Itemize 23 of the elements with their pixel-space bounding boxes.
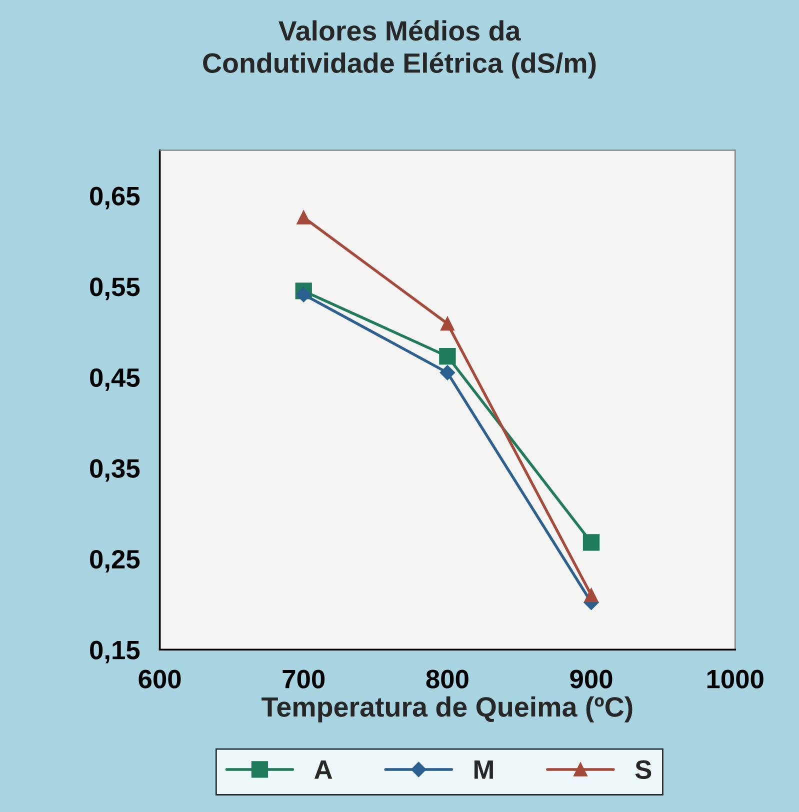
x-tick-label: 600 — [138, 670, 181, 688]
x-axis-title: Temperatura de Queima (ºC) — [262, 696, 632, 722]
point — [584, 588, 598, 602]
chart-title: Valores Médios da Condutividade Elétrica (dS/m) — [203, 20, 596, 78]
y-tick-label: 0,55 — [90, 278, 140, 300]
y-tick-label: 0,15 — [90, 640, 140, 664]
y-tick-label: 0,25 — [90, 550, 140, 572]
point — [439, 348, 456, 365]
y-tick-label: 0,65 — [90, 186, 140, 210]
legend-label: S — [635, 760, 652, 779]
y-tick-label: 0,35 — [90, 459, 140, 482]
legend-label: M — [474, 760, 493, 779]
point — [582, 534, 600, 551]
point — [296, 287, 312, 302]
x-tick-label: 800 — [426, 670, 468, 688]
point — [296, 210, 311, 224]
point — [440, 365, 456, 380]
point — [440, 316, 454, 331]
y-tick-label: 0,45 — [90, 368, 140, 391]
legend-label: A — [314, 760, 332, 779]
x-tick-label: 700 — [282, 670, 325, 688]
x-tick-label: 1000 — [707, 670, 764, 688]
x-tick-label: 900 — [570, 670, 612, 688]
